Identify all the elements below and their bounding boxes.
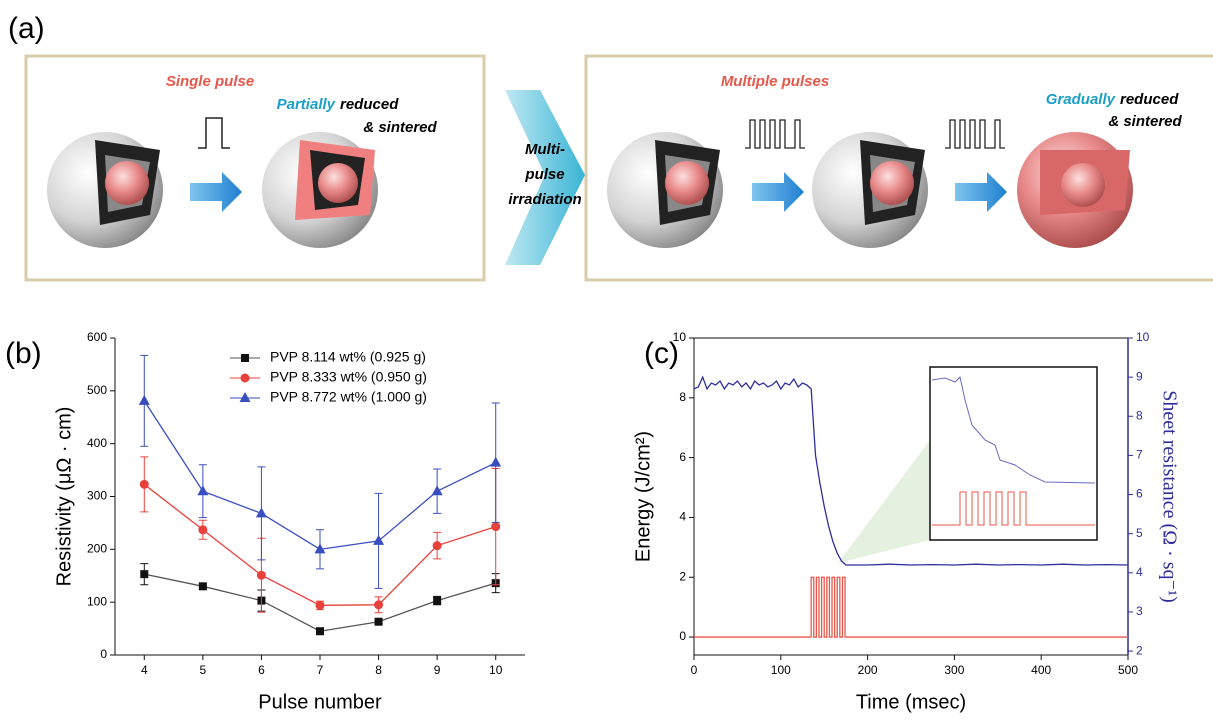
annotation: Multi-	[525, 141, 565, 158]
x-tick-label: 9	[434, 663, 441, 677]
x-tick-label: 5	[200, 663, 207, 677]
y2-tick-label: 4	[1136, 565, 1143, 579]
marker	[240, 373, 250, 383]
marker	[239, 392, 251, 402]
y2-tick-label: 2	[1136, 643, 1143, 657]
y2-tick-label: 5	[1136, 526, 1143, 540]
x-tick-label: 8	[375, 663, 382, 677]
x-tick-label: 300	[944, 663, 964, 677]
y-tick-label: 2	[679, 569, 686, 583]
x-tick-label: 500	[1118, 663, 1138, 677]
inset-curve	[932, 491, 1095, 526]
sphere	[47, 132, 163, 248]
y-tick-label: 10	[673, 330, 687, 344]
marker	[140, 570, 149, 579]
inset-curve	[931, 375, 1096, 484]
marker	[490, 456, 502, 467]
annotation: Single pulse	[166, 73, 254, 90]
arrow	[190, 172, 242, 212]
marker	[138, 394, 150, 405]
sphere	[262, 132, 378, 248]
y-tick-label: 6	[679, 450, 686, 464]
marker	[255, 507, 267, 518]
y-tick-label: 4	[679, 510, 686, 524]
pulse-icon	[198, 117, 230, 149]
y-axis-label: Energy (J/cm²)	[632, 431, 654, 562]
panel-label: (c)	[644, 337, 679, 370]
annotation: & sintered	[1108, 113, 1182, 130]
legend-label: PVP 8.333 wt% (0.950 g)	[270, 369, 427, 385]
annotation: reduced	[340, 96, 399, 113]
marker	[197, 485, 209, 496]
sphere	[607, 132, 723, 248]
y-tick-label: 0	[100, 647, 107, 661]
x-tick-label: 100	[771, 663, 791, 677]
annotation: reduced	[1120, 91, 1179, 108]
transition-arrow	[505, 90, 585, 265]
x-axis-label: Time (msec)	[856, 691, 966, 713]
x-tick-label: 0	[691, 663, 698, 677]
marker	[314, 543, 326, 554]
y-tick-label: 200	[87, 542, 107, 556]
pulse-icon	[745, 119, 805, 149]
legend-label: PVP 8.114 wt% (0.925 g)	[270, 349, 426, 365]
marker	[198, 582, 207, 591]
y-tick-label: 400	[87, 436, 107, 450]
y2-tick-label: 3	[1136, 604, 1143, 618]
marker	[374, 617, 383, 626]
y2-tick-label: 10	[1136, 330, 1150, 344]
marker	[241, 354, 249, 362]
y-axis-label: Resistivity (μΩ · cm)	[53, 407, 75, 587]
series-line	[143, 400, 496, 551]
arrow	[752, 172, 804, 212]
annotation: Partially	[277, 96, 336, 113]
y2-tick-label: 9	[1136, 369, 1143, 383]
annotation: irradiation	[508, 191, 581, 208]
annotation: pulse	[524, 166, 564, 183]
y-tick-label: 500	[87, 383, 107, 397]
panel-label: (a)	[8, 12, 45, 45]
inset-wedge	[838, 440, 930, 563]
x-tick-label: 4	[141, 663, 148, 677]
marker	[315, 600, 325, 610]
y2-tick-label: 7	[1136, 448, 1143, 462]
y-tick-label: 100	[87, 594, 107, 608]
x-axis-label: Pulse number	[258, 691, 382, 713]
pulse-icon	[945, 119, 1005, 149]
series-line	[694, 576, 1128, 638]
marker	[198, 525, 208, 535]
marker	[432, 541, 442, 551]
marker	[316, 627, 324, 636]
x-tick-label: 7	[317, 663, 324, 677]
marker	[431, 485, 443, 496]
y2-tick-label: 6	[1136, 487, 1143, 501]
marker	[373, 534, 385, 545]
marker	[374, 600, 384, 610]
x-tick-label: 200	[858, 663, 878, 677]
y2-tick-label: 8	[1136, 408, 1143, 422]
sphere	[1017, 132, 1133, 248]
x-tick-label: 6	[258, 663, 265, 677]
arrow	[955, 172, 1007, 212]
sphere	[812, 132, 928, 248]
annotation: Multiple pulses	[721, 73, 829, 90]
annotation: Gradually	[1046, 91, 1116, 108]
x-tick-label: 400	[1031, 663, 1051, 677]
series-line	[693, 375, 1129, 566]
x-tick-label: 10	[489, 663, 503, 677]
panel-label: (b)	[5, 337, 42, 370]
y-tick-label: 8	[679, 390, 686, 404]
legend-label: PVP 8.772 wt% (1.000 g)	[270, 389, 427, 405]
annotation: & sintered	[363, 119, 437, 136]
marker	[491, 522, 501, 532]
marker	[433, 596, 442, 605]
y-tick-label: 300	[87, 489, 107, 503]
marker	[139, 479, 149, 489]
y-tick-label: 0	[679, 629, 686, 643]
marker	[256, 570, 266, 580]
y-tick-label: 600	[87, 330, 107, 344]
y2-axis-label: Sheet resistance (Ω · sq⁻¹)	[1158, 390, 1180, 602]
